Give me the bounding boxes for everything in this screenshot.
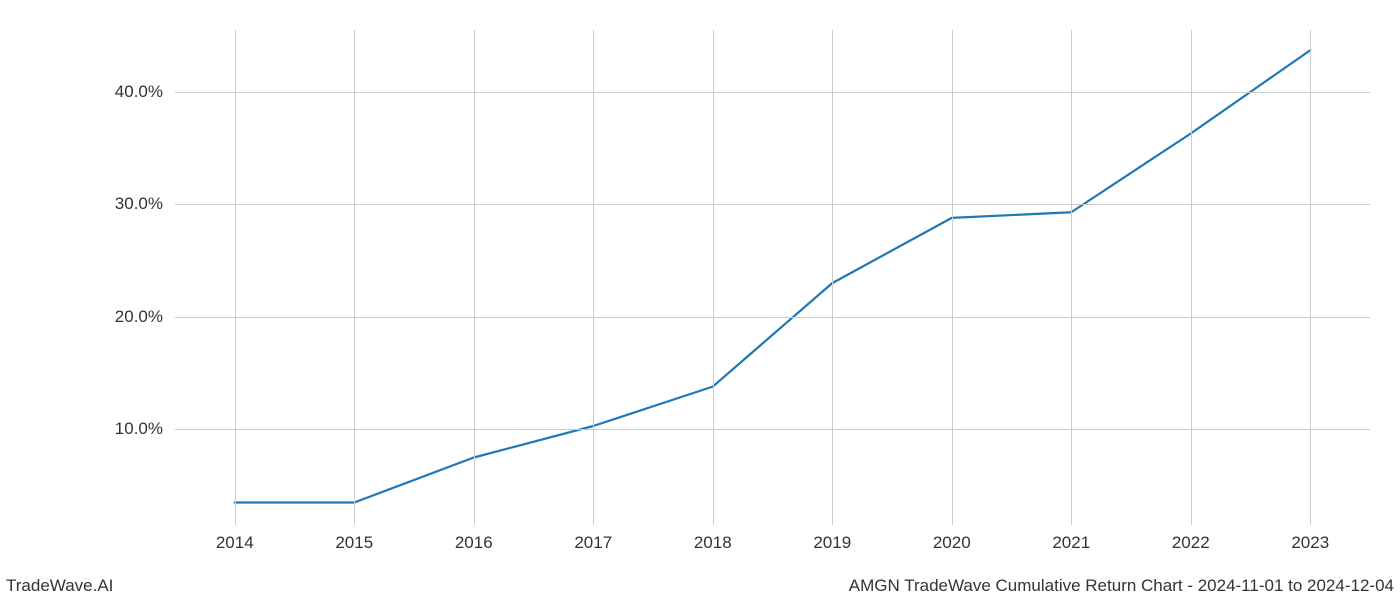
grid-line-vertical bbox=[474, 30, 475, 525]
y-tick-label: 30.0% bbox=[115, 194, 163, 214]
grid-line-vertical bbox=[235, 30, 236, 525]
grid-line-horizontal bbox=[175, 92, 1370, 93]
grid-line-vertical bbox=[1191, 30, 1192, 525]
x-tick-label: 2023 bbox=[1291, 533, 1329, 553]
grid-line-vertical bbox=[593, 30, 594, 525]
grid-line-vertical bbox=[952, 30, 953, 525]
grid-line-vertical bbox=[354, 30, 355, 525]
plot-area: 2014201520162017201820192020202120222023… bbox=[175, 30, 1370, 525]
grid-line-vertical bbox=[1071, 30, 1072, 525]
y-tick-label: 10.0% bbox=[115, 419, 163, 439]
grid-line-horizontal bbox=[175, 204, 1370, 205]
x-tick-label: 2022 bbox=[1172, 533, 1210, 553]
y-tick-label: 20.0% bbox=[115, 307, 163, 327]
footer-chart-title: AMGN TradeWave Cumulative Return Chart -… bbox=[849, 576, 1394, 596]
grid-line-horizontal bbox=[175, 317, 1370, 318]
grid-line-vertical bbox=[713, 30, 714, 525]
x-tick-label: 2014 bbox=[216, 533, 254, 553]
x-tick-label: 2015 bbox=[335, 533, 373, 553]
chart-container: 2014 2015 2016 2017 2018 2019 2020 2021 2022 2023… bbox=[0, 0, 1400, 600]
x-tick-label: 2016 bbox=[455, 533, 493, 553]
grid-line-vertical bbox=[832, 30, 833, 525]
series-line bbox=[235, 50, 1311, 502]
x-tick-label: 2020 bbox=[933, 533, 971, 553]
x-tick-label: 2017 bbox=[574, 533, 612, 553]
x-tick-label: 2019 bbox=[813, 533, 851, 553]
grid-line-vertical bbox=[1310, 30, 1311, 525]
footer-brand: TradeWave.AI bbox=[6, 576, 113, 596]
x-tick-label: 2018 bbox=[694, 533, 732, 553]
y-tick-label: 40.0% bbox=[115, 82, 163, 102]
grid-line-horizontal bbox=[175, 429, 1370, 430]
x-tick-label: 2021 bbox=[1052, 533, 1090, 553]
